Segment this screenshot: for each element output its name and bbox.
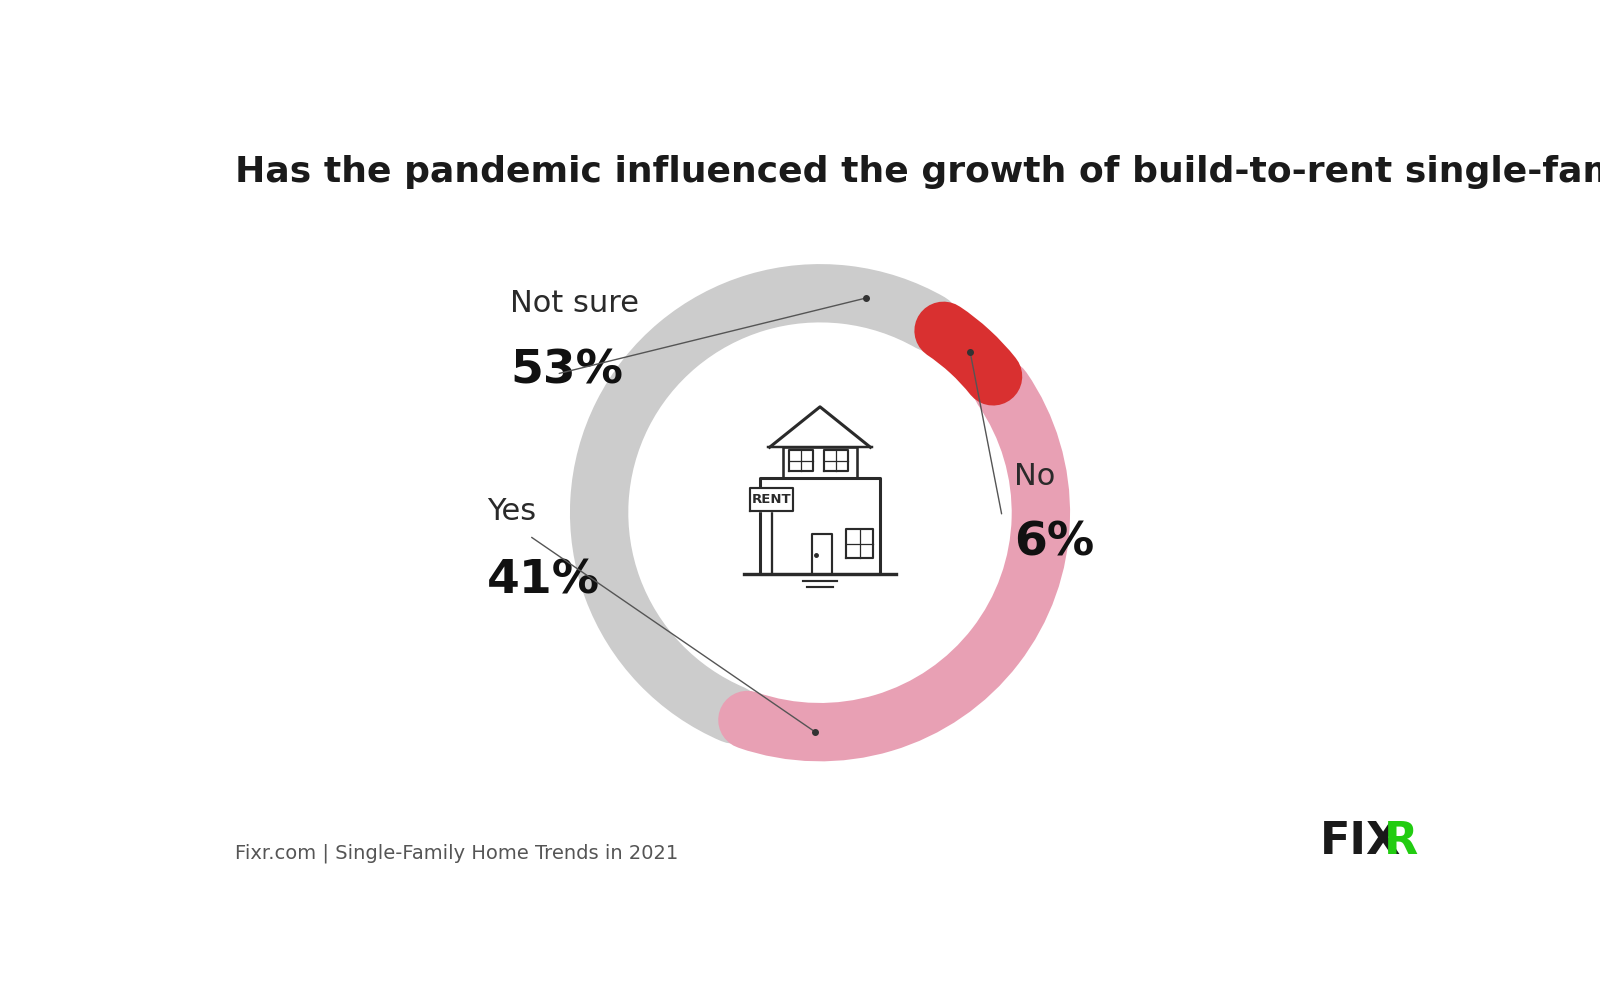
Text: No: No	[1014, 462, 1054, 491]
Text: R: R	[1384, 820, 1418, 863]
Text: Has the pandemic influenced the growth of build-to-rent single-family homes?: Has the pandemic influenced the growth o…	[235, 155, 1600, 189]
Text: Not sure: Not sure	[510, 289, 638, 318]
Text: Yes: Yes	[486, 497, 536, 526]
Text: 6%: 6%	[1014, 520, 1094, 565]
Polygon shape	[750, 488, 794, 511]
Text: RENT: RENT	[752, 493, 792, 506]
Text: FIX: FIX	[1320, 820, 1402, 863]
Text: 41%: 41%	[486, 559, 600, 604]
Text: 53%: 53%	[510, 349, 622, 394]
Text: Fixr.com | Single-Family Home Trends in 2021: Fixr.com | Single-Family Home Trends in …	[235, 844, 678, 863]
